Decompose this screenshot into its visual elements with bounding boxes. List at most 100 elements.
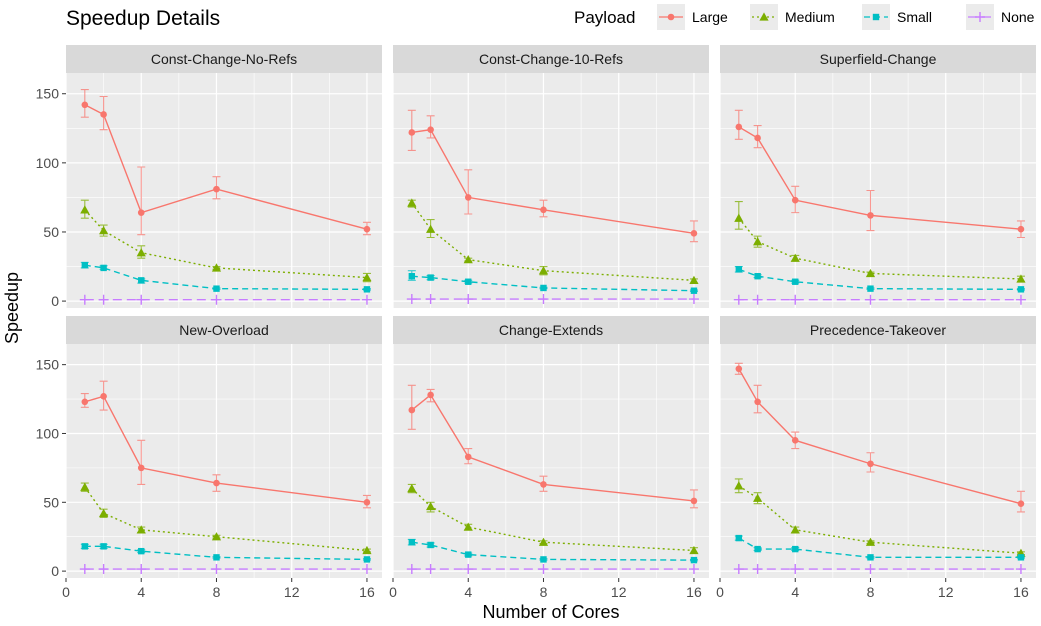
legend: Payload Large Medium Small None xyxy=(574,4,1035,30)
data-point xyxy=(427,541,434,549)
data-point xyxy=(361,294,372,305)
data-point xyxy=(754,273,761,280)
data-point xyxy=(363,286,371,293)
series-line xyxy=(738,537,1021,559)
data-point xyxy=(81,261,89,269)
legend-entry-small: Small xyxy=(862,4,932,30)
strip-background xyxy=(66,316,382,344)
data-point xyxy=(1017,225,1025,233)
data-point xyxy=(867,212,874,219)
data-point xyxy=(407,198,417,207)
panel-background xyxy=(720,73,1036,308)
data-point xyxy=(427,126,434,133)
data-point xyxy=(100,111,107,118)
y-tick-label: 0 xyxy=(51,293,59,309)
data-point xyxy=(688,294,699,305)
data-point xyxy=(408,129,416,136)
data-point xyxy=(754,134,761,142)
strip-background xyxy=(720,316,1036,344)
data-point xyxy=(540,481,547,488)
data-point xyxy=(211,532,222,541)
x-axis-ticks: 0 4 8 12 16 xyxy=(389,578,702,600)
gridlines xyxy=(392,73,709,308)
x-tick-label: 8 xyxy=(540,584,548,600)
series-small xyxy=(407,538,698,564)
data-point xyxy=(753,493,763,502)
panel-background xyxy=(66,344,382,578)
x-tick-label: 16 xyxy=(359,584,375,600)
data-point xyxy=(138,277,145,284)
x-axis-ticks: 0 4 8 12 16 xyxy=(716,578,1029,600)
data-point xyxy=(463,255,473,264)
series-small xyxy=(80,261,371,293)
data-point xyxy=(754,398,761,406)
legend-label-medium: Medium xyxy=(785,9,835,25)
series-small xyxy=(407,270,698,294)
data-point xyxy=(867,460,874,468)
data-point xyxy=(100,264,107,272)
y-tick-label: 150 xyxy=(36,357,60,373)
x-tick-label: 16 xyxy=(686,584,702,600)
gridlines xyxy=(392,344,709,578)
series-large xyxy=(80,89,371,236)
data-point xyxy=(1015,294,1026,305)
data-point xyxy=(98,294,109,305)
data-point xyxy=(408,406,416,414)
data-point xyxy=(81,543,89,550)
data-point xyxy=(690,497,698,505)
x-tick-label: 12 xyxy=(938,584,954,600)
x-tick-label: 16 xyxy=(1013,584,1029,600)
data-point xyxy=(80,205,90,214)
data-point xyxy=(425,564,436,575)
data-point xyxy=(136,248,146,257)
y-axis-ticks: 0 50 100 150 xyxy=(36,357,66,579)
data-point xyxy=(865,268,876,278)
strip-background xyxy=(393,316,709,344)
data-point xyxy=(791,196,799,204)
data-point xyxy=(79,294,90,305)
panel-precedence-takeover: Precedence-Takeover 0 4 8 12 16 xyxy=(716,316,1036,600)
panel-const-change-no-refs: Const-Change-No-Refs 0 50 100 150 xyxy=(36,45,382,309)
data-point xyxy=(363,498,371,506)
series-line xyxy=(84,264,367,291)
data-point xyxy=(538,266,549,275)
series-large xyxy=(734,362,1025,513)
data-point xyxy=(735,123,743,131)
series-small xyxy=(734,534,1025,561)
legend-entry-medium: Medium xyxy=(750,4,835,30)
series-large xyxy=(734,109,1025,239)
data-point xyxy=(211,294,222,305)
data-point xyxy=(426,501,436,511)
series-line xyxy=(84,486,368,552)
series-medium xyxy=(80,199,372,283)
error-bar xyxy=(137,166,146,236)
x-axis-ticks: 0 4 8 12 16 xyxy=(62,578,375,600)
data-point xyxy=(464,194,472,201)
gridlines xyxy=(719,344,1036,578)
data-point xyxy=(689,275,699,285)
x-tick-label: 0 xyxy=(62,584,70,600)
series-none xyxy=(733,564,1026,575)
legend-key-marker xyxy=(975,12,985,22)
x-tick-label: 4 xyxy=(464,584,472,600)
series-small xyxy=(80,543,371,563)
data-point xyxy=(1015,564,1026,575)
x-tick-label: 4 xyxy=(137,584,145,600)
series-medium xyxy=(407,483,699,555)
data-point xyxy=(363,556,371,563)
data-point xyxy=(752,294,763,305)
data-point xyxy=(1016,274,1026,283)
data-point xyxy=(79,564,90,575)
data-point xyxy=(734,481,744,490)
data-point xyxy=(213,185,220,193)
data-point xyxy=(137,464,145,472)
legend-entry-none: None xyxy=(966,4,1035,30)
data-point xyxy=(688,564,699,575)
panel-change-extends: Change-Extends 0 4 8 12 16 xyxy=(389,316,709,600)
data-point xyxy=(791,437,799,444)
data-point xyxy=(463,564,474,575)
data-point xyxy=(427,391,434,399)
data-point xyxy=(136,525,146,534)
legend-title: Payload xyxy=(574,8,635,27)
data-point xyxy=(735,534,743,542)
